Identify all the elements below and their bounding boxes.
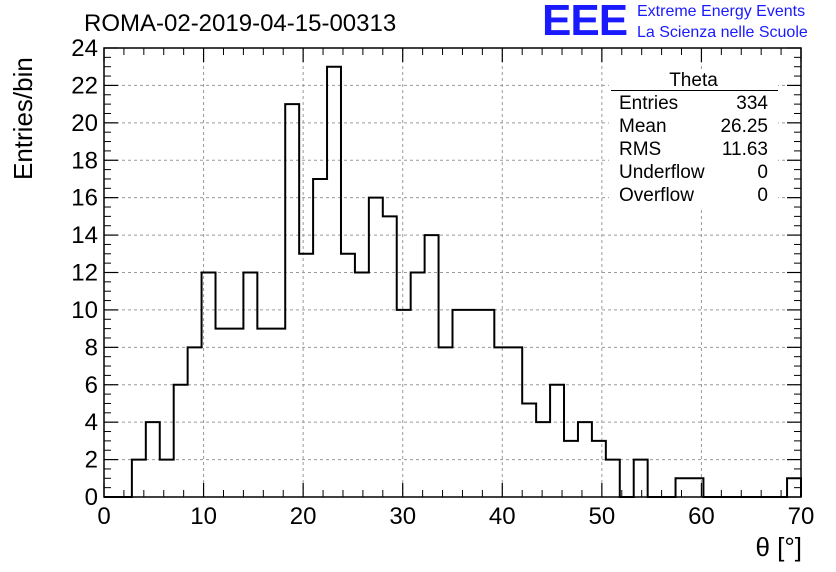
x-tick-label: 50 [589,503,616,530]
histogram-bin [564,441,578,497]
x-tick-label: 10 [190,503,217,530]
y-tick-label: 24 [71,35,98,62]
stats-row-entries: Entries 334 [619,93,768,115]
stats-divider [611,90,778,91]
y-tick-label: 20 [71,110,98,137]
histogram-bin [313,179,327,497]
histogram-bin [229,329,243,497]
y-tick-label: 10 [71,297,98,324]
histogram-bin [327,67,341,497]
histogram-bin [676,478,690,497]
stats-key: RMS [619,139,662,160]
histogram-bin [285,104,299,497]
histogram-bin [174,385,188,497]
y-tick-label: 16 [71,185,98,212]
stats-value: 11.63 [721,139,768,160]
histogram-bin [592,441,606,497]
logo-subtitle-line2: La Scienza nelle Scuole [637,24,808,41]
y-tick-label: 2 [85,447,98,474]
stats-key: Entries [619,93,679,114]
stats-row-mean: Mean 26.25 [619,116,768,138]
histogram-bin [341,254,355,497]
eee-logo: EEE [542,0,628,45]
stats-row-underflow: Underflow 0 [619,162,768,184]
x-tick-label: 40 [489,503,516,530]
histogram-bin [480,310,494,497]
stats-title: Theta [669,70,718,91]
y-axis-label: Entries/bin [8,57,38,180]
stats-row-overflow: Overflow 0 [619,185,768,207]
x-axis-label: θ [°] [755,532,802,562]
stats-value: 0 [757,162,768,183]
stats-key: Underflow [619,162,705,183]
histogram-bin [383,216,397,497]
histogram-bin [466,310,480,497]
stats-value: 26.25 [720,116,768,137]
stats-value: 0 [757,185,768,206]
run-title: ROMA-02-2019-04-15-00313 [84,10,397,37]
histogram-bin [522,403,536,497]
stats-row-rms: RMS 11.63 [619,139,768,161]
x-tick-label: 70 [788,503,815,530]
histogram-bin [299,254,313,497]
histogram-bin [216,329,230,497]
logo-subtitle-line1: Extreme Energy Events [637,3,806,20]
histogram-bin [634,460,648,497]
y-tick-label: 6 [85,372,98,399]
histogram-bin [271,329,285,497]
histogram-bin [550,385,564,497]
x-tick-label: 30 [389,503,416,530]
histogram-bin [425,235,439,497]
stats-value: 334 [736,93,768,114]
axis-ticks [103,47,802,498]
x-tick-label: 60 [688,503,715,530]
y-tick-label: 12 [71,260,98,287]
x-tick-label: 0 [97,503,110,530]
stats-key: Overflow [619,185,694,206]
histogram-bin [606,460,620,497]
stats-key: Mean [619,116,667,137]
y-tick-label: 18 [71,147,98,174]
stats-box: Theta Entries 334 Mean 26.25 RMS 11.63 U… [609,70,778,210]
y-tick-label: 4 [85,409,98,436]
histogram-bin [397,310,411,497]
y-tick-label: 8 [85,334,98,361]
histogram-bin [257,329,271,497]
x-tick-label: 20 [290,503,317,530]
y-tick-label: 14 [71,222,98,249]
y-tick-label: 0 [85,484,98,511]
y-tick-label: 22 [71,72,98,99]
histogram-bin [453,310,467,497]
histogram-bin [160,460,174,497]
